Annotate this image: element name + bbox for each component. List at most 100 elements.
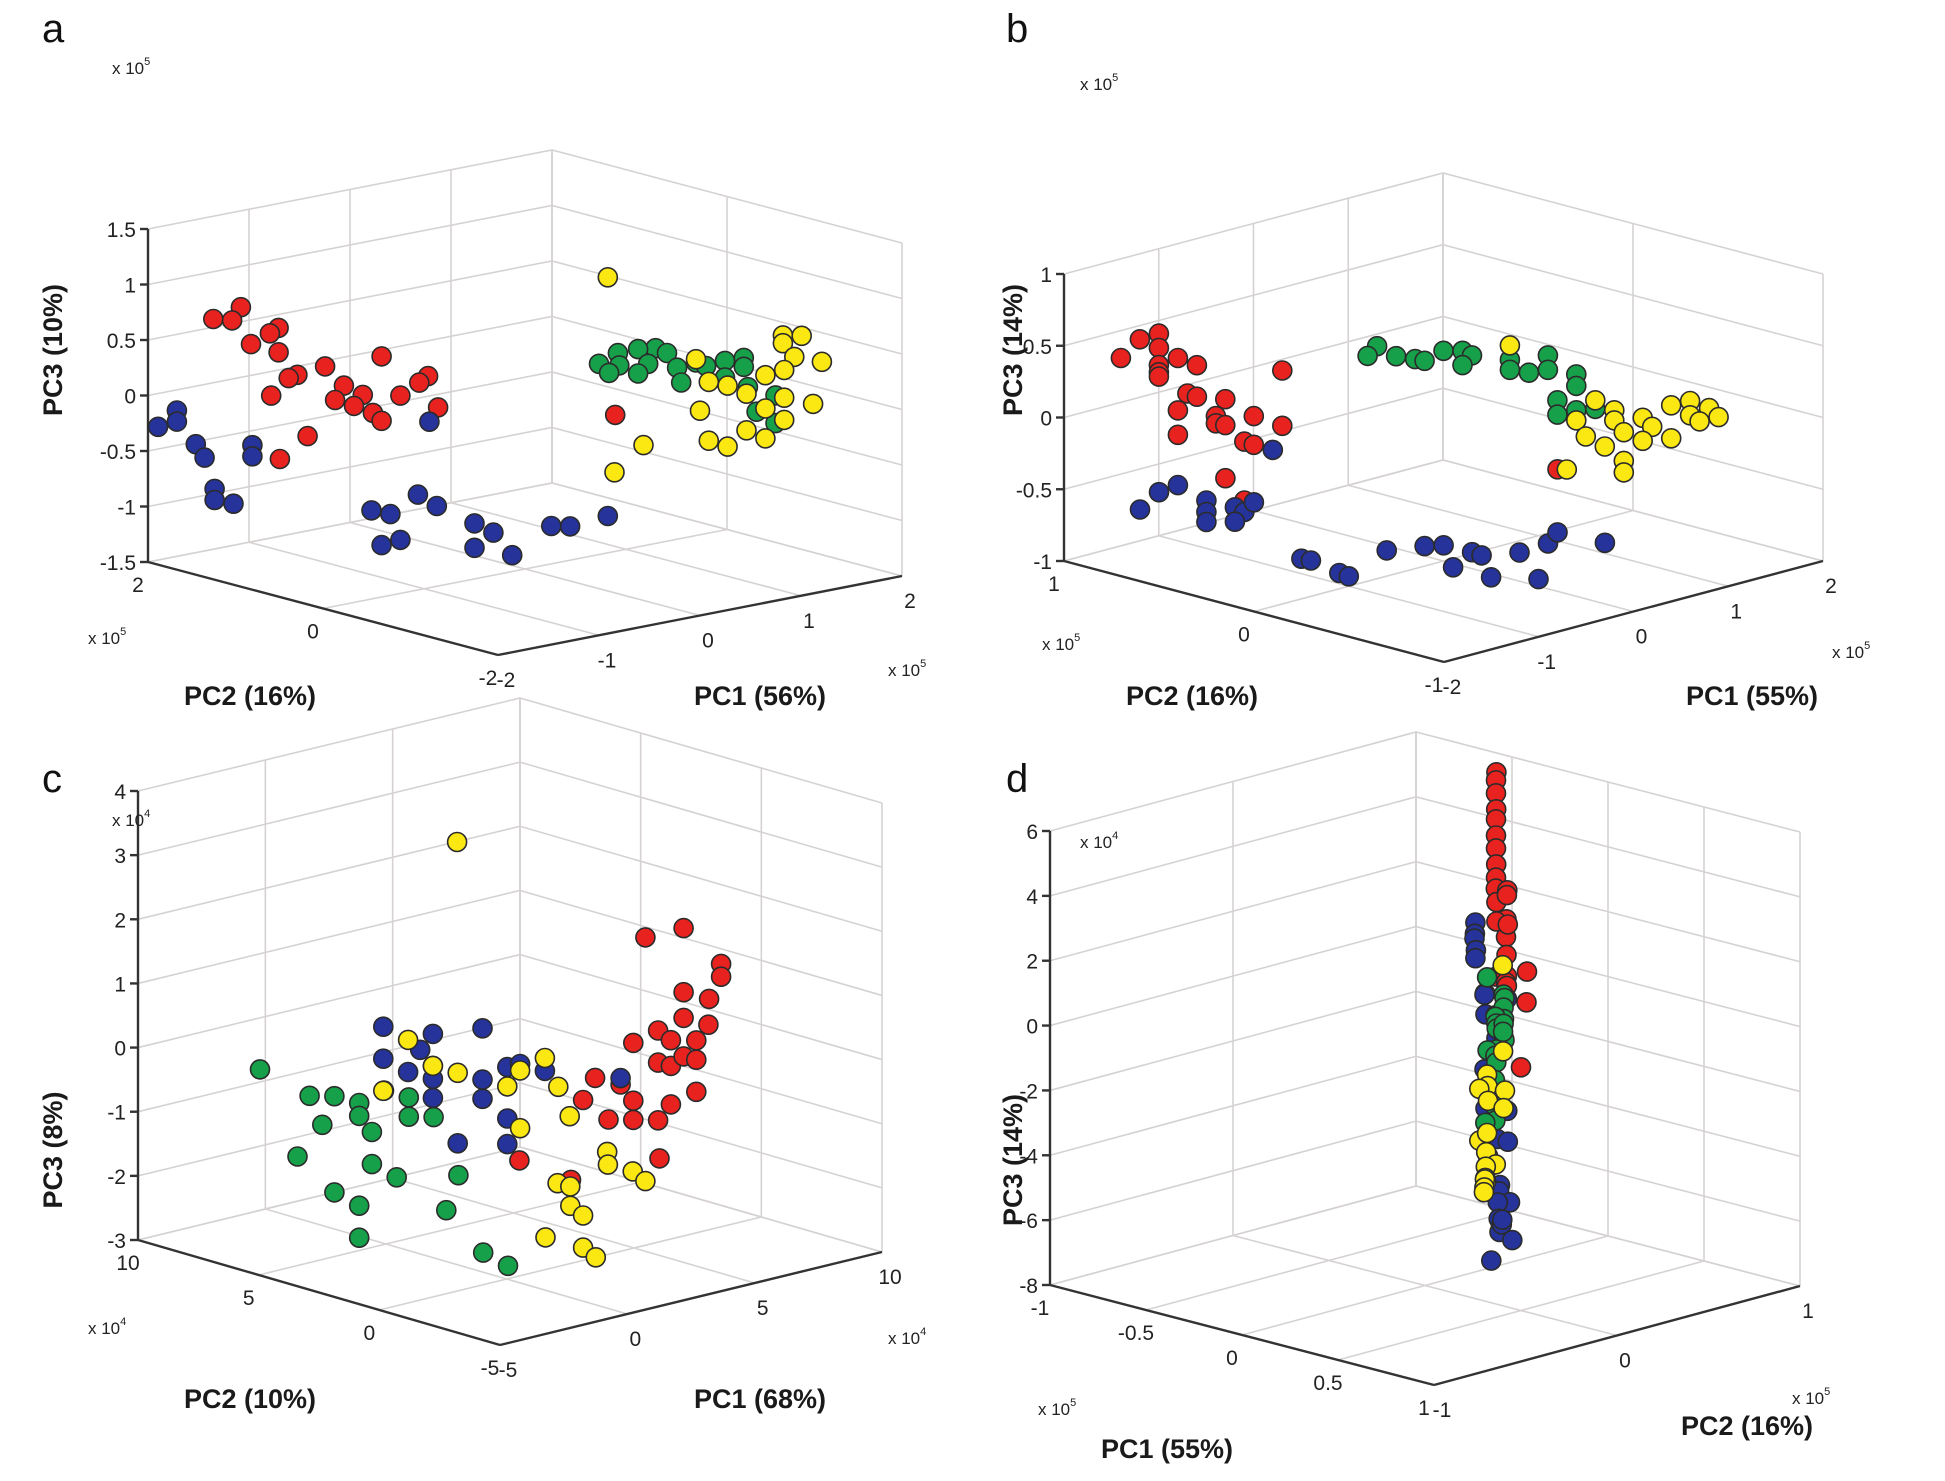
- z-tick-label: 0.5: [107, 330, 136, 353]
- data-point-green: [386, 1166, 408, 1188]
- data-point-blue: [1442, 556, 1464, 578]
- data-point-green: [348, 1105, 370, 1127]
- data-point-blue: [1300, 550, 1322, 571]
- data-point-red: [268, 341, 289, 363]
- a-axis-title: PC2 (16%): [184, 681, 316, 711]
- data-point-yellow: [755, 428, 776, 449]
- z-tick-label: 0: [124, 386, 136, 409]
- b-tick-label: 0: [702, 630, 714, 653]
- data-point-blue: [496, 1133, 518, 1155]
- floor-gridline: [392, 1177, 755, 1284]
- z-gridline: [1049, 1055, 1801, 1158]
- data-point-green: [398, 1087, 420, 1108]
- data-point-yellow: [698, 371, 720, 393]
- data-point-green: [627, 338, 649, 360]
- b-axis: [497, 574, 903, 657]
- z-axis-title: PC3 (8%): [38, 1091, 68, 1208]
- data-point-green: [1492, 1021, 1514, 1043]
- data-point-blue: [166, 411, 188, 432]
- data-point-red: [598, 1109, 619, 1130]
- data-point-yellow: [1492, 954, 1514, 976]
- data-point-blue: [204, 489, 225, 511]
- data-point-blue: [390, 529, 411, 551]
- data-point-blue: [1262, 439, 1284, 461]
- a-axis-title: PC2 (16%): [1126, 681, 1258, 711]
- data-point-red: [260, 385, 282, 406]
- data-point-red: [1215, 467, 1236, 489]
- data-point-yellow: [597, 1154, 619, 1175]
- data-point-blue: [223, 493, 244, 515]
- data-point-blue: [464, 537, 485, 559]
- a-exponent-label: x 104: [88, 1316, 126, 1338]
- z-tick-label: 0.5: [1023, 336, 1052, 359]
- floor-gridline: [450, 501, 802, 597]
- panel-d: 6 4 2 0 -2 -4 -6 -8 -1 -0.5 0 0.5 1 -1 0 1 x 104 x 105 x 1…: [972, 731, 1945, 1481]
- z-gridline: [147, 204, 903, 300]
- data-point-red: [1497, 914, 1519, 935]
- data-point-yellow: [535, 1227, 556, 1248]
- a-axis: [1049, 1283, 1435, 1387]
- data-point-yellow: [446, 831, 468, 853]
- data-point-yellow: [509, 1117, 531, 1139]
- z-tick-label: -8: [1019, 1275, 1038, 1298]
- data-point-red: [685, 1030, 707, 1051]
- data-point-yellow: [559, 1176, 581, 1197]
- data-point-red: [1110, 347, 1132, 369]
- data-point-blue: [380, 503, 401, 525]
- z-gridline: [137, 953, 883, 1061]
- data-point-green: [398, 1106, 420, 1128]
- z-tick-label: 3: [114, 845, 126, 868]
- series-red: [509, 917, 732, 1191]
- b-axis: [1443, 559, 1824, 664]
- b-exponent-label: x 105: [1792, 1386, 1830, 1408]
- data-point-blue: [1196, 511, 1217, 533]
- data-point-blue: [1474, 984, 1495, 1005]
- b-axis-title: PC1 (68%): [694, 1384, 826, 1414]
- data-point-green: [1433, 340, 1454, 362]
- floor-gridline: [1348, 484, 1729, 588]
- a-tick-label: -1: [1031, 1297, 1050, 1320]
- data-point-blue: [372, 1048, 394, 1070]
- data-point-red: [572, 1089, 594, 1111]
- floor-gridline: [379, 1216, 762, 1311]
- data-point-green: [361, 1153, 383, 1175]
- data-point-yellow: [1632, 430, 1654, 452]
- data-point-blue: [447, 1132, 469, 1154]
- a-tick-label: 5: [243, 1287, 255, 1310]
- data-point-red: [622, 1032, 644, 1054]
- data-point-yellow: [372, 1080, 394, 1102]
- data-point-green: [627, 363, 649, 384]
- data-point-green: [249, 1059, 271, 1080]
- data-point-red: [1186, 386, 1208, 408]
- data-point-yellow: [698, 430, 720, 452]
- b-tick-label: 1: [1730, 600, 1742, 623]
- data-point-red: [314, 356, 336, 377]
- data-point-green: [287, 1146, 308, 1167]
- data-point-blue: [472, 1069, 493, 1090]
- data-point-yellow: [547, 1076, 569, 1098]
- a-tick-label: 10: [116, 1252, 139, 1275]
- data-point-yellow: [422, 1055, 444, 1077]
- data-point-red: [371, 410, 392, 432]
- data-point-blue: [1501, 1229, 1523, 1251]
- data-point-yellow: [736, 383, 757, 405]
- b-axis-title: PC1 (56%): [694, 681, 826, 711]
- z-exponent-label: x 104: [1080, 830, 1118, 852]
- data-point-red: [371, 346, 392, 367]
- data-point-blue: [1338, 565, 1360, 587]
- data-point-red: [221, 310, 243, 331]
- data-point-yellow: [717, 375, 738, 396]
- b-axis-title: PC2 (16%): [1681, 1411, 1813, 1441]
- data-point-green: [1565, 375, 1587, 397]
- points-layer: [1464, 761, 1538, 1271]
- data-point-yellow: [572, 1205, 594, 1226]
- data-point-yellow: [1494, 1080, 1516, 1101]
- z-gridline: [1049, 731, 1801, 833]
- data-point-red: [710, 966, 732, 987]
- data-point-red: [1167, 347, 1189, 369]
- data-point-red: [240, 333, 262, 355]
- data-point-green: [435, 1199, 457, 1221]
- a-axis: [137, 1238, 501, 1347]
- data-point-yellow: [1473, 1181, 1495, 1203]
